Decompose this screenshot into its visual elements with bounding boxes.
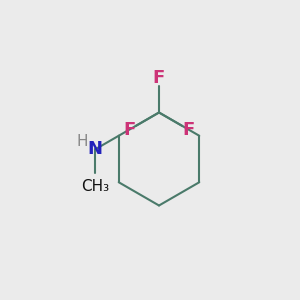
Text: F: F [183, 121, 195, 139]
Text: N: N [88, 140, 103, 158]
Text: CH₃: CH₃ [81, 179, 110, 194]
Text: F: F [123, 121, 135, 139]
Text: F: F [153, 69, 165, 87]
Text: H: H [76, 134, 88, 149]
